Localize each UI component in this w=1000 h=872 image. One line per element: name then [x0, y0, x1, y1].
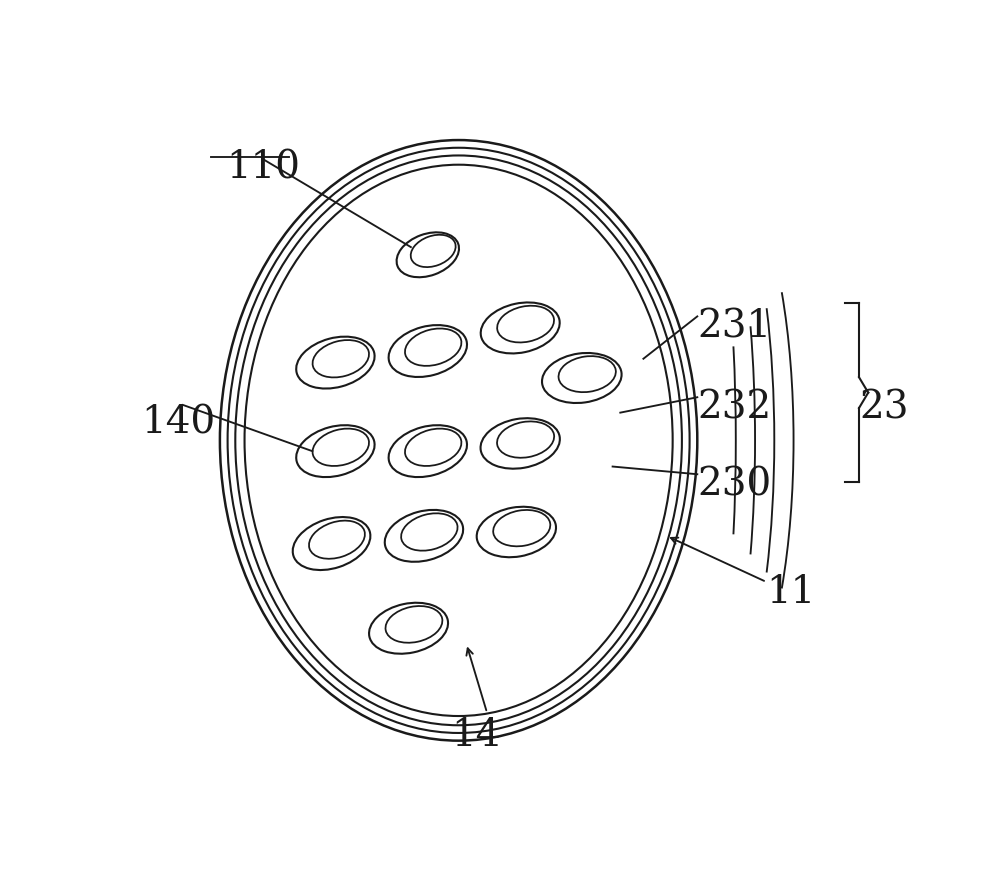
- Text: 11: 11: [767, 575, 816, 611]
- Text: 14: 14: [451, 717, 500, 753]
- Text: 230: 230: [697, 467, 772, 503]
- Text: 140: 140: [141, 405, 216, 442]
- Text: 232: 232: [697, 390, 772, 426]
- Text: 110: 110: [226, 149, 300, 187]
- Text: 231: 231: [697, 309, 771, 345]
- Text: 23: 23: [859, 390, 909, 426]
